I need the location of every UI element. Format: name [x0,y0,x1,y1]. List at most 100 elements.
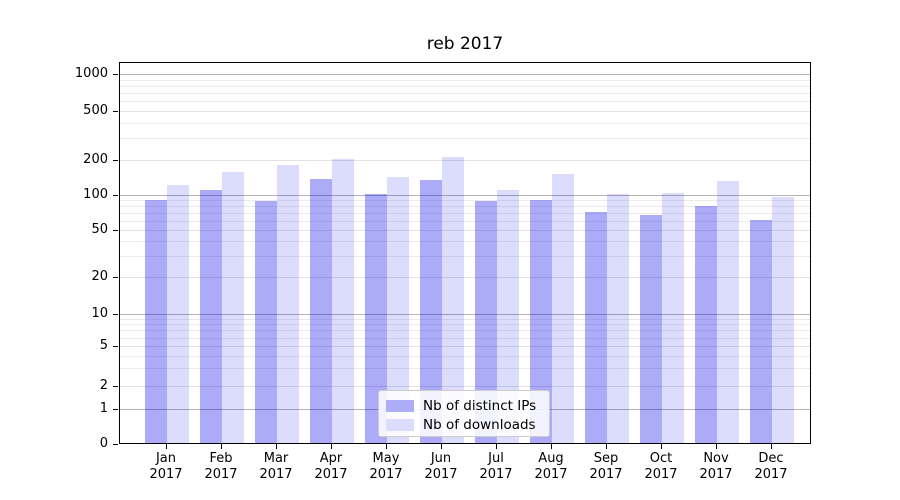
x-axis-label: Jan 2017 [149,451,183,482]
bar-nb-of-distinct-ips-apr [310,179,332,443]
x-axis-tick [551,444,552,449]
gridline [120,101,810,103]
bar-nb-of-downloads-jun [442,157,464,443]
bar-nb-of-distinct-ips-jun [420,179,442,443]
bar-nb-of-downloads-apr [332,159,354,443]
gridline [120,277,810,278]
y-axis-tick [113,277,118,278]
gridline [120,160,810,161]
gridline [120,200,810,202]
x-axis-tick [386,444,387,449]
gridline [120,195,810,196]
bar-nb-of-downloads-oct [662,192,684,443]
gridline [120,337,810,339]
x-axis-label: Mar 2017 [259,451,293,482]
legend-item-downloads: Nb of downloads [386,416,541,433]
y-axis-label: 20 [91,269,108,284]
bar-nb-of-distinct-ips-feb [200,190,222,443]
bar-nb-of-downloads-mar [277,165,299,443]
y-axis-label: 1 [99,401,108,416]
x-axis-label: Jun 2017 [424,451,458,482]
gridline [120,111,810,112]
gridline [120,85,810,87]
y-axis-label: 50 [91,222,108,237]
y-axis-tick [113,314,118,315]
legend: Nb of distinct IPs Nb of downloads [378,390,550,437]
x-axis-label: Feb 2017 [204,451,238,482]
y-axis-tick [113,111,118,112]
bar-nb-of-downloads-may [387,176,409,443]
bar-nb-of-distinct-ips-oct [640,215,662,443]
bar-nb-of-downloads-feb [222,171,244,443]
x-axis-tick [331,444,332,449]
x-axis-tick [221,444,222,449]
y-axis-tick [113,409,118,410]
y-axis-tick [113,346,118,347]
y-axis-tick [113,74,118,75]
x-axis-label: Sep 2017 [589,451,623,482]
y-axis-tick [113,195,118,196]
bar-nb-of-distinct-ips-jan [145,200,167,443]
bar-nb-of-distinct-ips-sep [585,212,607,443]
x-axis-label: May 2017 [369,451,403,482]
gridline [120,213,810,214]
gridline [120,93,810,95]
x-axis-tick [771,444,772,449]
y-axis-tick [113,160,118,161]
gridline [120,355,810,357]
x-axis-tick [441,444,442,449]
y-axis-label: 10 [91,306,108,321]
y-axis-label: 200 [83,152,108,167]
y-axis-tick [113,444,118,445]
x-axis-label: Nov 2017 [699,451,733,482]
plot-area [119,62,811,444]
gridline [120,318,810,320]
gridline [120,138,810,140]
gridline [120,241,810,243]
bar-nb-of-downloads-jan [167,184,189,443]
bar-nb-of-distinct-ips-aug [530,199,552,443]
y-axis-label: 0 [99,436,108,451]
gridline [120,330,810,332]
chart-title: reb 2017 [426,34,504,54]
gridline [120,74,810,75]
y-axis-label: 2 [99,378,108,393]
legend-swatch-downloads [386,418,414,431]
bar-nb-of-downloads-jul [497,190,519,443]
bar-nb-of-downloads-dec [772,196,794,443]
gridline [120,346,810,347]
y-axis-tick [113,386,118,387]
x-axis-label: Aug 2017 [534,451,568,482]
x-axis-tick [716,444,717,449]
gridline [120,324,810,326]
x-axis-tick [661,444,662,449]
y-axis-label: 500 [83,103,108,118]
y-axis-label: 100 [83,187,108,202]
bar-nb-of-distinct-ips-may [365,194,387,443]
gridline [120,122,810,124]
bar-nb-of-distinct-ips-dec [750,219,772,443]
legend-swatch-distinct-ips [386,399,414,412]
bar-nb-of-downloads-aug [552,173,574,443]
y-axis-tick [113,230,118,231]
gridline [120,256,810,258]
gridline [120,220,810,222]
x-axis-label: Jul 2017 [479,451,513,482]
gridline [120,230,810,231]
gridline [120,386,810,387]
x-axis-tick [276,444,277,449]
gridline [120,314,810,315]
bar-nb-of-downloads-sep [607,194,629,443]
gridline [120,206,810,208]
x-axis-tick [606,444,607,449]
legend-label-downloads: Nb of downloads [423,416,536,433]
gridline [120,79,810,81]
bar-nb-of-downloads-nov [717,180,739,443]
x-axis-label: Apr 2017 [314,451,348,482]
bar-nb-of-distinct-ips-mar [255,201,277,443]
x-axis-tick [166,444,167,449]
y-axis-label: 1000 [74,66,108,81]
y-axis-label: 5 [99,338,108,353]
legend-item-distinct-ips: Nb of distinct IPs [386,397,541,414]
